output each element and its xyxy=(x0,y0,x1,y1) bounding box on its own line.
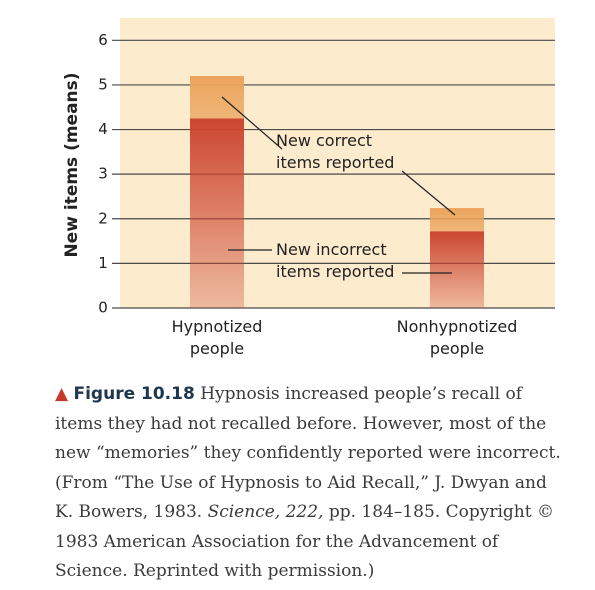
annotation-line xyxy=(221,96,283,150)
bar-segment xyxy=(190,76,244,119)
y-tick-label: 2 xyxy=(98,209,108,227)
bar-segment xyxy=(430,208,484,232)
annotation-line xyxy=(401,170,456,216)
y-axis-label: New items (means) xyxy=(62,72,82,257)
y-tick-label: 5 xyxy=(98,75,108,93)
y-tick-label: 4 xyxy=(98,120,108,138)
chart: New items (means) 0 1 2 3 4 5 6 xyxy=(62,18,555,317)
bar-segment xyxy=(430,231,484,308)
y-tick-label: 3 xyxy=(98,165,108,183)
annotation: New incorrect items reported xyxy=(276,240,395,281)
annotation: New correct items reported xyxy=(276,131,395,172)
x-tick-label: Nonhypnotized people xyxy=(396,317,518,358)
y-tick-label: 1 xyxy=(98,254,108,272)
x-tick-label: Hypnotized people xyxy=(171,317,263,358)
caption-text: Hypnosis increased people’s recall of it… xyxy=(55,384,561,522)
caption-italic: Science, 222, xyxy=(207,502,324,522)
caption: ▲ Figure 10.18 Hypnosis increased people… xyxy=(55,384,561,581)
y-tick-label: 0 xyxy=(98,299,108,317)
caption-text: pp. 184–185. Copyright © 1983 American A… xyxy=(55,502,554,581)
caption-label: Figure 10.18 xyxy=(73,384,195,404)
bar-segment xyxy=(190,118,244,308)
y-tick-label: 6 xyxy=(98,31,108,49)
